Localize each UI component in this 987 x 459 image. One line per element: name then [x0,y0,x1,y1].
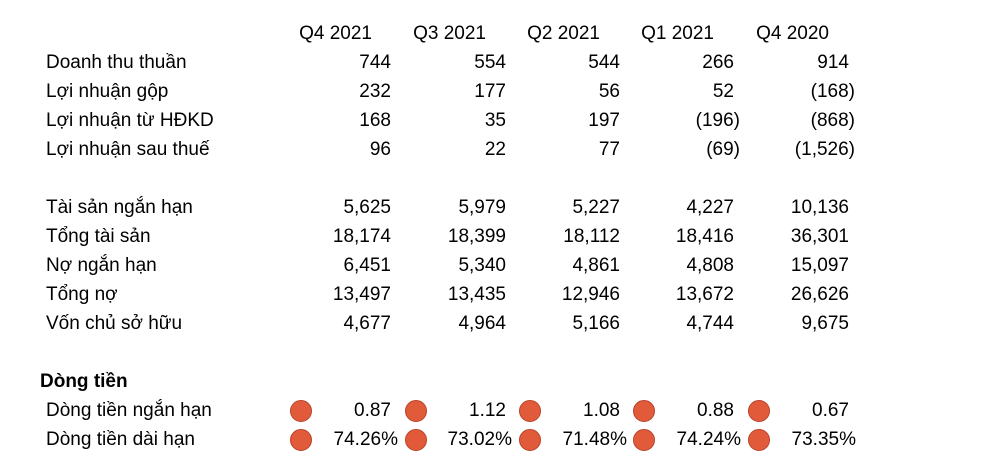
status-dot-icon [405,400,427,422]
cell-value: 5,227 [572,197,620,218]
cell-value: 0.88 [697,400,734,421]
cell-value: 73.35% [791,429,856,450]
cell-value: 4,227 [686,197,734,218]
cell-value: 5,340 [458,255,506,276]
cell-value: (868) [810,110,855,131]
row-label: Tổng nợ [46,284,118,305]
cell-value: 4,861 [572,255,620,276]
row-label: Lợi nhuận sau thuế [46,139,210,160]
cell-value: 74.26% [333,429,398,450]
column-header-q4-2021: Q4 2021 [299,23,372,44]
cell-value: 5,625 [343,197,391,218]
status-dot-icon [519,429,541,451]
cell-value: 73.02% [447,429,512,450]
cell-value: 35 [484,110,506,131]
cell-value: 4,964 [458,313,506,334]
cell-value: 9,675 [801,313,849,334]
cell-value: 56 [598,81,620,102]
cell-value: 266 [702,52,734,73]
cell-value: 4,744 [686,313,734,334]
cell-value: 18,399 [447,226,506,247]
status-dot-icon [405,429,427,451]
cell-value: 554 [474,52,506,73]
row-label: Nợ ngắn hạn [46,255,157,276]
cell-value: 5,166 [572,313,620,334]
cell-value: 6,451 [343,255,391,276]
cell-value: (69) [706,139,740,160]
column-header-q2-2021: Q2 2021 [527,23,600,44]
cell-value: 22 [484,139,506,160]
cell-value: 15,097 [790,255,849,276]
status-dot-icon [519,400,541,422]
cell-value: 168 [359,110,391,131]
row-label: Dòng tiền dài hạn [46,429,195,450]
row-label: Tổng tài sản [46,226,151,247]
column-header-q4-2020: Q4 2020 [756,23,829,44]
row-label: Dòng tiền ngắn hạn [46,400,212,421]
cell-value: 232 [359,81,391,102]
cell-value: 0.67 [812,400,849,421]
status-dot-icon [290,400,312,422]
cell-value: 52 [712,81,734,102]
cell-value: 26,626 [790,284,849,305]
cell-value: 5,979 [458,197,506,218]
status-dot-icon [290,429,312,451]
cell-value: 4,808 [686,255,734,276]
cell-value: 197 [588,110,620,131]
cell-value: 13,672 [675,284,734,305]
row-label: Lợi nhuận từ HĐKD [46,110,214,131]
cell-value: 1.12 [469,400,506,421]
cell-value: 36,301 [790,226,849,247]
cell-value: (1,526) [794,139,855,160]
cell-value: 77 [598,139,620,160]
cell-value: 13,435 [447,284,506,305]
row-label: Vốn chủ sở hữu [46,313,183,334]
section-title-cashflow: Dòng tiền [40,371,128,392]
row-label: Tài sản ngắn hạn [46,197,193,218]
column-header-q3-2021: Q3 2021 [413,23,486,44]
cell-value: 4,677 [343,313,391,334]
status-dot-icon [633,429,655,451]
cell-value: 177 [474,81,506,102]
cell-value: 0.87 [354,400,391,421]
row-label: Doanh thu thuần [46,52,187,73]
cell-value: 13,497 [332,284,391,305]
cell-value: 1.08 [583,400,620,421]
cell-value: (196) [695,110,740,131]
cell-value: 18,174 [332,226,391,247]
cell-value: 71.48% [562,429,627,450]
cell-value: (168) [810,81,855,102]
cell-value: 914 [817,52,849,73]
status-dot-icon [748,400,770,422]
status-dot-icon [748,429,770,451]
column-header-q1-2021: Q1 2021 [641,23,714,44]
cell-value: 96 [369,139,391,160]
cell-value: 12,946 [561,284,620,305]
cell-value: 544 [588,52,620,73]
status-dot-icon [633,400,655,422]
cell-value: 10,136 [790,197,849,218]
cell-value: 18,416 [675,226,734,247]
cell-value: 74.24% [676,429,741,450]
cell-value: 744 [359,52,391,73]
row-label: Lợi nhuận gộp [46,81,169,102]
cell-value: 18,112 [563,226,620,247]
